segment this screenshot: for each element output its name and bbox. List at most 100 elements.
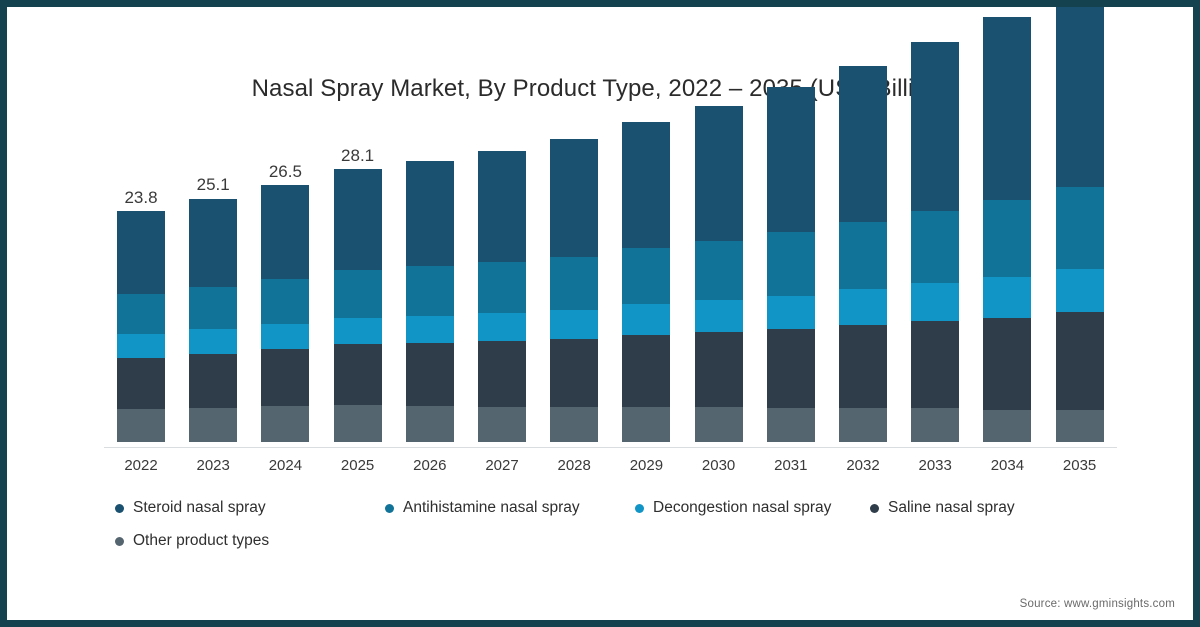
bar-stack[interactable] [117, 211, 165, 442]
bar-segment [405, 343, 454, 407]
legend-swatch-icon [870, 503, 879, 513]
bar-segment [694, 407, 743, 442]
bar-segment [478, 341, 526, 408]
bar-segment [983, 410, 1032, 442]
chart-legend: Steroid nasal spray Antihistamine nasal s… [115, 499, 1075, 565]
bar-stack[interactable] [1055, 7, 1104, 442]
x-tick-2028: 2028 [557, 457, 591, 474]
bar-stack[interactable] [766, 86, 815, 442]
source-note: Source: www.gminsights.com [1019, 598, 1175, 610]
legend-item-5[interactable]: Other product types [115, 532, 269, 550]
bar-segment [1055, 312, 1104, 410]
bar-segment [766, 295, 815, 330]
bar-value-label: 26.5 [268, 161, 302, 181]
bar-segment [1055, 410, 1104, 442]
x-tick-2035: 2035 [1062, 457, 1097, 474]
bar-segment [333, 344, 382, 406]
chart-canvas: Nasal Spray Market, By Product Type, 202… [7, 7, 1193, 620]
bar-segment [478, 407, 526, 442]
bar-segment [622, 335, 671, 408]
bar-segment [911, 282, 960, 321]
bar-segment [405, 266, 454, 316]
legend-item-1[interactable]: Steroid nasal spray [115, 499, 266, 517]
bar-segment [839, 324, 887, 409]
bar-value-label: 28.1 [341, 146, 375, 166]
bar-stack[interactable] [983, 17, 1032, 442]
bar-stack[interactable] [622, 121, 671, 442]
x-tick-2027: 2027 [485, 457, 519, 474]
x-tick-2034: 2034 [990, 457, 1025, 474]
bar-value-label: 25.1 [196, 175, 230, 195]
legend-label: Other product types [133, 532, 270, 549]
bar-segment [983, 277, 1032, 318]
legend-label: Antihistamine nasal spray [403, 499, 580, 516]
bar-segment [478, 312, 526, 342]
bar-segment [261, 406, 310, 442]
legend-label: Saline nasal spray [888, 499, 1015, 516]
x-tick-2032: 2032 [846, 457, 880, 474]
bar-segment [333, 405, 382, 442]
bar-stack[interactable] [550, 139, 599, 442]
legend-item-4[interactable]: Saline nasal spray [870, 499, 1015, 517]
bar-segment [333, 317, 382, 345]
bar-stack[interactable] [839, 65, 887, 442]
legend-swatch-icon [115, 503, 124, 513]
x-tick-2023: 2023 [196, 457, 230, 474]
legend-swatch-icon [635, 503, 644, 513]
bar-segment [983, 200, 1032, 278]
bar-segment [478, 150, 526, 262]
bar-segment [911, 320, 960, 409]
bar-segment [1055, 7, 1104, 187]
bar-segment [839, 288, 887, 325]
bar-segment [766, 232, 815, 296]
x-tick-2030: 2030 [701, 457, 736, 474]
bar-segment [694, 332, 743, 408]
legend-swatch-icon [385, 503, 394, 513]
bar-segment [117, 409, 165, 442]
legend-item-2[interactable]: Antihistamine nasal spray [385, 499, 580, 517]
legend-label: Decongestion nasal spray [653, 499, 832, 516]
legend-item-3[interactable]: Decongestion nasal spray [635, 499, 831, 517]
bar-segment [550, 139, 599, 257]
bar-segment [550, 310, 599, 340]
bar-value-label: 23.8 [124, 188, 158, 208]
bar-segment [622, 121, 671, 248]
bar-segment [189, 286, 238, 330]
bar-segment [1055, 269, 1104, 313]
x-tick-2031: 2031 [774, 457, 808, 474]
bar-segment [189, 329, 238, 354]
x-tick-2026: 2026 [413, 457, 447, 474]
bar-segment [622, 304, 671, 336]
bar-segment [766, 86, 815, 233]
bar-segment [405, 315, 454, 344]
bar-stack[interactable] [189, 198, 238, 442]
bar-segment [622, 407, 671, 442]
bar-segment [622, 248, 671, 305]
bar-segment [839, 408, 887, 442]
bar-segment [694, 241, 743, 301]
bar-segment [405, 160, 454, 267]
bar-segment [694, 106, 743, 242]
bar-stack[interactable] [478, 150, 526, 442]
bar-stack[interactable] [694, 106, 743, 442]
bar-segment [478, 261, 526, 313]
bar-segment [189, 353, 238, 409]
bar-segment [911, 211, 960, 283]
bar-segment [405, 406, 454, 442]
bar-segment [550, 256, 599, 311]
bar-stack[interactable] [333, 169, 382, 442]
bar-segment [117, 334, 165, 358]
x-tick-2029: 2029 [629, 457, 664, 474]
bar-segment [983, 17, 1032, 201]
bar-stack[interactable] [261, 184, 310, 442]
legend-label: Steroid nasal spray [133, 499, 266, 516]
legend-row-primary: Steroid nasal spray Antihistamine nasal s… [115, 499, 1075, 532]
bar-segment [189, 198, 238, 287]
bar-stack[interactable] [405, 160, 454, 442]
bar-stack[interactable] [911, 42, 960, 442]
bar-segment [550, 339, 599, 408]
legend-row-secondary: Other product types [115, 532, 1075, 565]
bar-segment [839, 221, 887, 289]
bar-segment [117, 211, 165, 294]
